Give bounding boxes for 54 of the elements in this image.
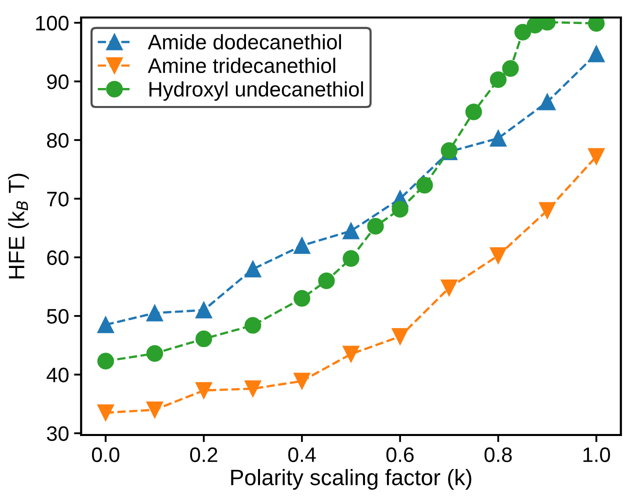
point bbox=[318, 272, 335, 290]
point bbox=[490, 71, 507, 88]
point bbox=[146, 401, 164, 418]
y-tick-label: 30 bbox=[46, 426, 68, 441]
point bbox=[195, 302, 212, 318]
point bbox=[465, 104, 482, 120]
point bbox=[392, 200, 408, 218]
point bbox=[244, 260, 262, 278]
x-tick-label: 0.0 bbox=[92, 447, 120, 462]
point bbox=[244, 380, 262, 398]
point bbox=[502, 60, 519, 77]
legend-label: Amine tridecanethiol bbox=[148, 58, 336, 74]
x-tick-label: 0.4 bbox=[288, 447, 316, 462]
y-tick-label: 80 bbox=[47, 133, 68, 148]
point bbox=[490, 247, 507, 264]
point bbox=[97, 316, 114, 334]
y-tick-label: 90 bbox=[47, 74, 68, 90]
legend-label: Amide dodecanethiol bbox=[148, 34, 341, 50]
x-tick-label: 0.2 bbox=[190, 447, 218, 462]
y-tick-label: 50 bbox=[46, 308, 68, 324]
point bbox=[490, 130, 507, 147]
point bbox=[440, 279, 458, 296]
point bbox=[392, 328, 408, 345]
x-tick-label: 0.8 bbox=[484, 447, 512, 462]
y-tick-label: 60 bbox=[47, 250, 68, 266]
y-tick-label: 100 bbox=[36, 16, 69, 31]
point bbox=[416, 176, 433, 194]
point bbox=[538, 94, 556, 110]
point bbox=[294, 290, 310, 307]
point bbox=[588, 148, 605, 165]
point bbox=[588, 18, 605, 32]
point bbox=[514, 24, 532, 40]
legend-label: Hydroxyl undecanethiol bbox=[149, 81, 363, 101]
point bbox=[97, 404, 114, 422]
y-tick-label: 70 bbox=[47, 192, 68, 206]
y-axis-title: HFE (k$_{B}$ T) bbox=[8, 174, 29, 278]
point bbox=[588, 46, 605, 62]
x-axis-title: Polarity scaling factor (k) bbox=[231, 469, 472, 490]
point bbox=[538, 202, 556, 219]
x-tick-label: 1.0 bbox=[583, 447, 610, 462]
point bbox=[146, 304, 164, 322]
point bbox=[244, 317, 262, 334]
y-tick-label: 40 bbox=[46, 368, 68, 382]
point bbox=[195, 330, 212, 348]
point bbox=[367, 218, 384, 235]
point bbox=[195, 382, 212, 399]
point bbox=[294, 237, 310, 254]
point bbox=[342, 250, 360, 267]
x-tick-label: 0.6 bbox=[386, 447, 414, 462]
point bbox=[294, 372, 310, 390]
point bbox=[342, 222, 360, 240]
point bbox=[97, 352, 114, 370]
point bbox=[342, 346, 360, 362]
point bbox=[146, 345, 164, 362]
